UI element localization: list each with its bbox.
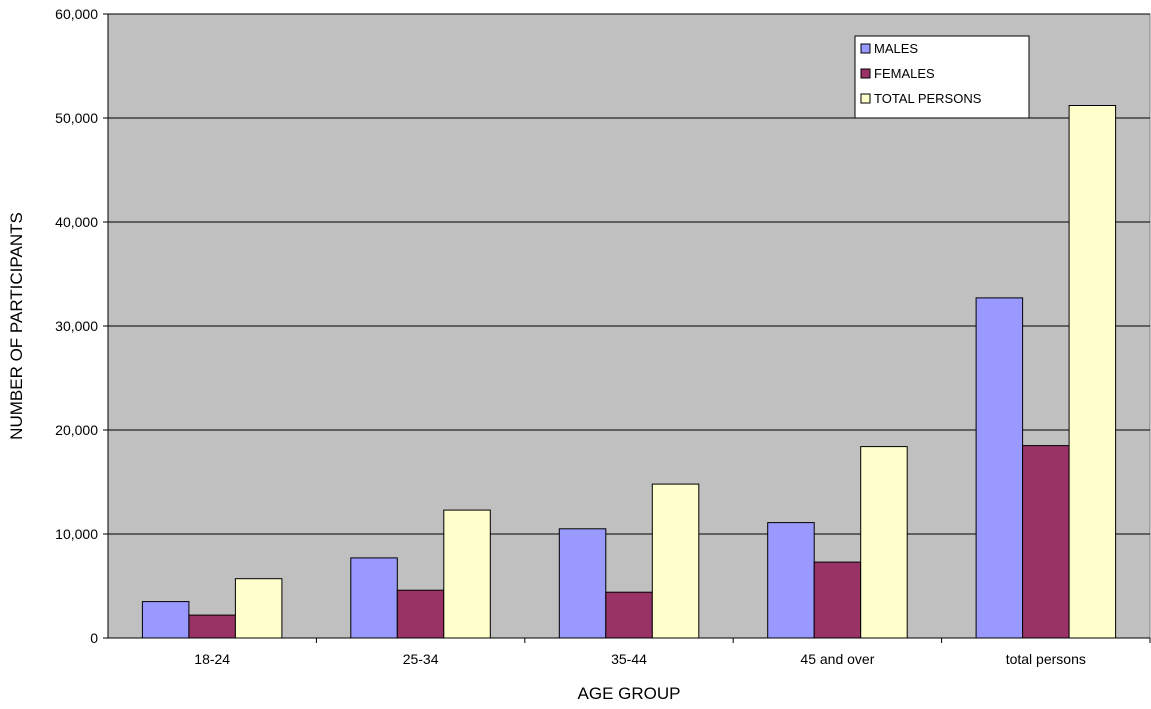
x-tick-label: 25-34 <box>403 651 439 667</box>
bar-females <box>813 561 862 639</box>
legend-box <box>854 35 1030 119</box>
y-tick-label: 60,000 <box>55 6 98 22</box>
legend-swatch <box>860 93 871 104</box>
y-tick-label: 0 <box>90 630 98 646</box>
bar-total-persons <box>1068 105 1117 639</box>
bar-males <box>350 557 398 639</box>
y-tick-label: 10,000 <box>55 526 98 542</box>
bar-females <box>1022 445 1070 639</box>
x-tick-label: 35-44 <box>611 651 647 667</box>
y-tick-label: 20,000 <box>55 422 98 438</box>
bar-total-persons <box>860 446 908 639</box>
legend-label: TOTAL PERSONS <box>874 91 982 106</box>
bar-females <box>605 591 653 639</box>
bars <box>141 105 1117 639</box>
bar-males <box>558 528 607 639</box>
bar-total-persons <box>234 578 283 639</box>
bar-males <box>975 297 1024 639</box>
y-tick-label: 50,000 <box>55 110 98 126</box>
legend-label: MALES <box>874 41 918 56</box>
bar-total-persons <box>443 509 491 639</box>
bar-females <box>396 589 445 639</box>
x-ticks: 18-24 25-34 35-44 45 and over total persons <box>194 638 1151 667</box>
x-tick-label: total persons <box>1006 651 1086 667</box>
y-axis-title: NUMBER OF PARTICIPANTS <box>7 212 26 440</box>
bar-total-persons <box>651 483 700 639</box>
legend-swatch <box>860 43 871 54</box>
y-tick-label: 40,000 <box>55 214 98 230</box>
y-tick-label: 30,000 <box>55 318 98 334</box>
y-ticks: 0 10,000 20,000 30,000 40,000 50,000 60,000 <box>55 6 108 646</box>
bar-females <box>188 614 236 639</box>
bar-males <box>141 601 190 639</box>
legend: MALES FEMALES TOTAL PERSONS <box>854 35 1030 119</box>
legend-label: FEMALES <box>874 66 935 81</box>
legend-swatch <box>860 68 871 79</box>
x-tick-label: 18-24 <box>194 651 230 667</box>
x-axis-title: AGE GROUP <box>578 684 681 703</box>
x-tick-label: 45 and over <box>800 651 874 667</box>
bar-males <box>767 522 815 639</box>
